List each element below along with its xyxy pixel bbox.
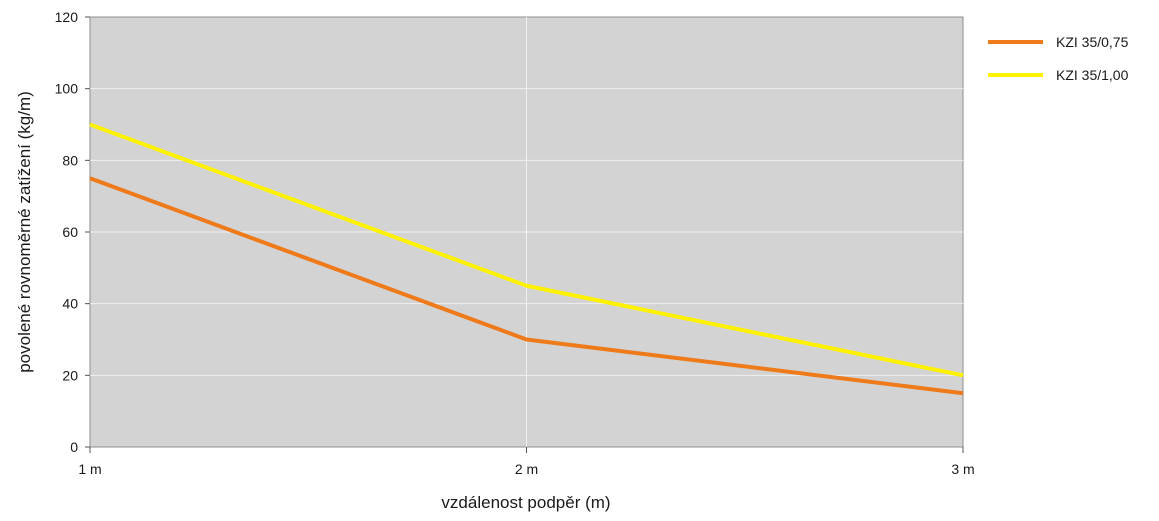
y-tick-label: 120	[55, 9, 79, 25]
legend: KZI 35/0,75 KZI 35/1,00	[988, 34, 1129, 83]
x-tick-label: 3 m	[951, 461, 974, 477]
y-axis: 0 20 40 60 80 100 120	[55, 9, 90, 455]
legend-label: KZI 35/1,00	[1056, 67, 1129, 83]
x-tick-label: 2 m	[515, 461, 538, 477]
y-tick-label: 0	[70, 439, 78, 455]
series-lines	[89, 122, 964, 396]
y-tick-label: 40	[62, 296, 78, 312]
y-axis-title: povolené rovnoměrné zatížení (kg/m)	[15, 91, 34, 373]
x-axis-title: vzdálenost podpěr (m)	[441, 493, 610, 512]
legend-label: KZI 35/0,75	[1056, 34, 1129, 50]
x-axis: 1 m 2 m 3 m	[78, 447, 975, 477]
y-tick-label: 60	[62, 224, 78, 240]
y-tick-label: 20	[62, 367, 78, 383]
x-tick-label: 1 m	[78, 461, 101, 477]
y-tick-label: 80	[62, 152, 78, 168]
y-tick-label: 100	[55, 81, 79, 97]
